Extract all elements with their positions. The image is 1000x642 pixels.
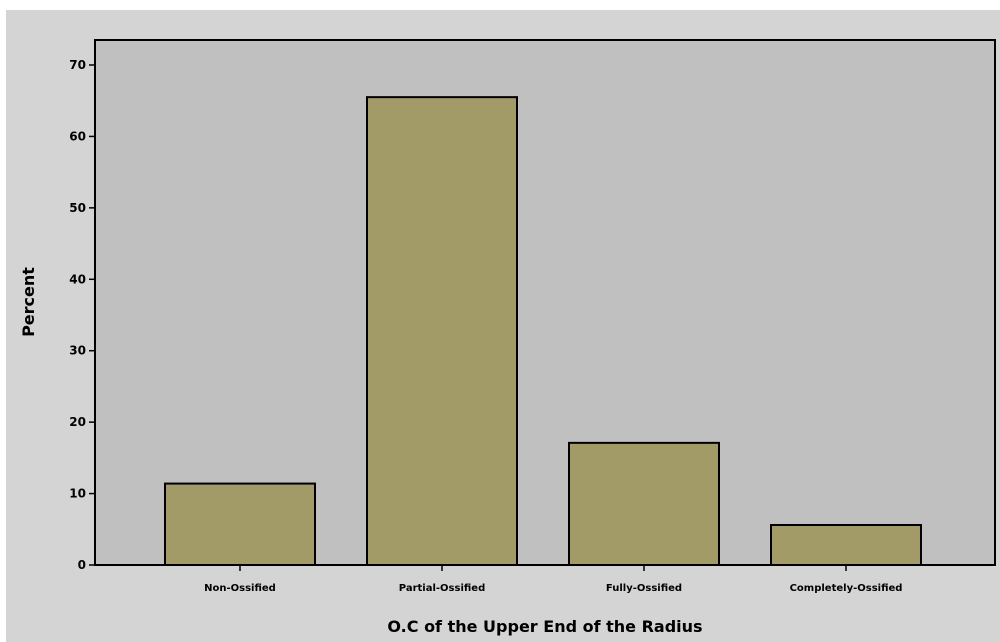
bar [568,441,720,567]
x-axis-title: O.C of the Upper End of the Radius [387,617,702,636]
chart-container: 0 10 20 30 40 50 60 70 Non-Ossified Partial-Ossi… [6,10,1000,642]
y-tick-label: 40 [69,272,86,286]
y-tick-label: 30 [69,344,86,358]
y-axis-title: Percent [19,267,38,337]
y-tick-label: 60 [69,129,86,143]
y-axis: 0 10 20 30 40 50 60 70 [69,58,95,572]
y-tick-label: 0 [78,558,86,572]
y-tick-label: 50 [69,201,86,215]
x-tick-label: Completely-Ossified [790,583,903,594]
plot-area [94,39,996,566]
bar-chart: 0 10 20 30 40 50 60 70 Non-Ossified Partial-Ossi… [19,39,996,636]
y-tick-label: 10 [69,487,86,501]
bar [770,524,922,566]
x-tick-label: Non-Ossified [204,583,276,594]
y-tick-label: 20 [69,415,86,429]
bars [164,96,922,567]
x-tick-label: Partial-Ossified [399,583,485,594]
bar [366,96,518,567]
y-tick-label: 70 [69,58,86,72]
x-tick-label: Fully-Ossified [606,583,682,594]
bar [164,482,316,567]
x-axis: Non-Ossified Partial-Ossified Fully-Ossifi… [204,565,902,594]
